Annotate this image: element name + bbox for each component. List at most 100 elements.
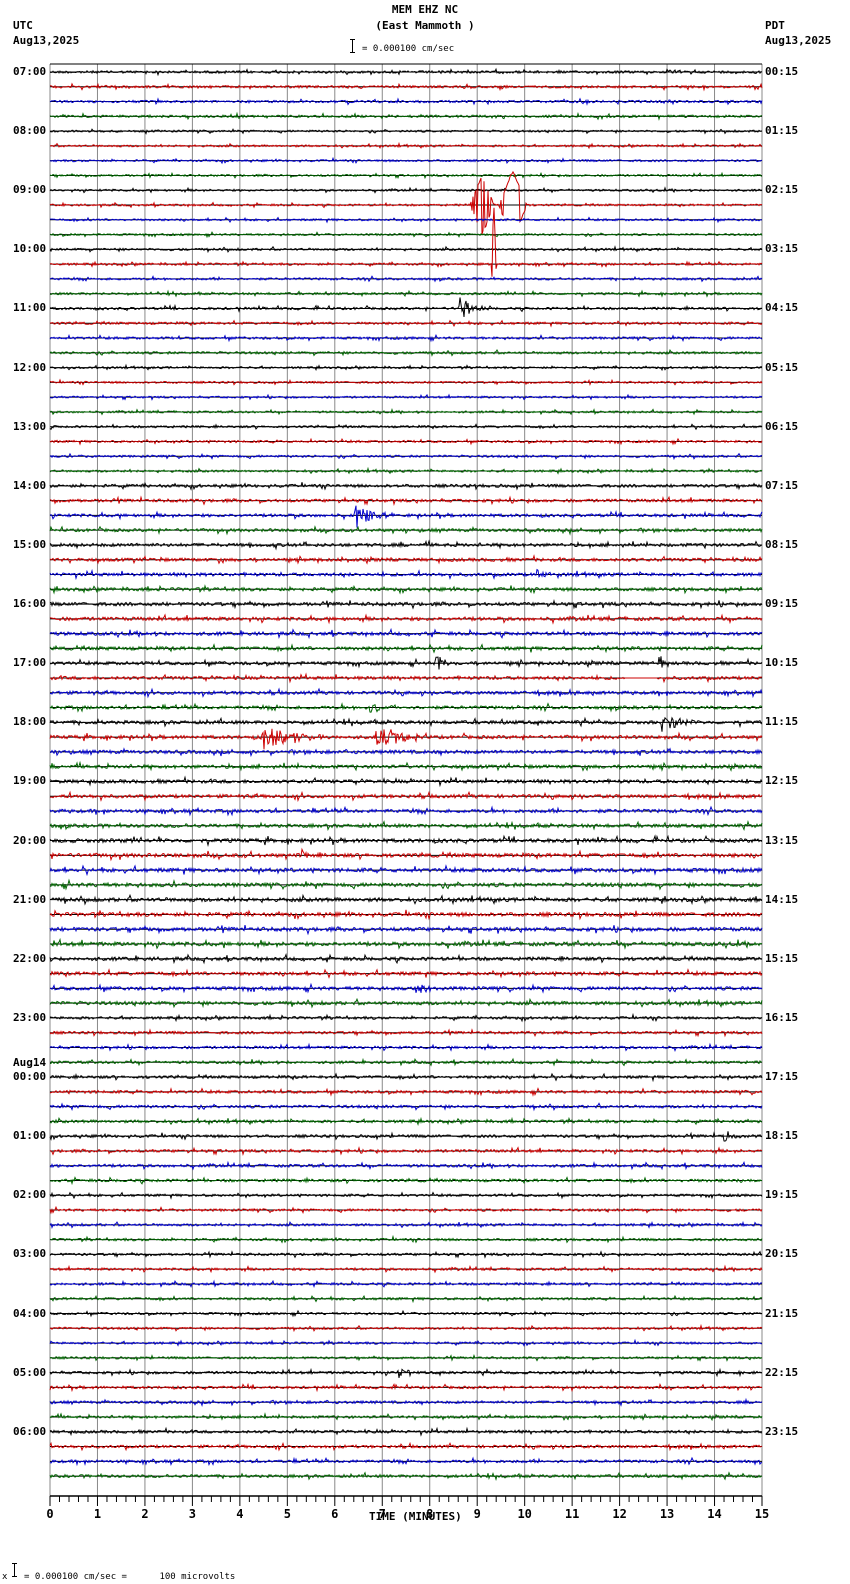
trace-row — [49, 216, 763, 224]
trace-row — [49, 207, 763, 277]
trace-row — [49, 1426, 763, 1437]
trace-row — [49, 245, 763, 254]
utc-hour-label: 06:00 — [13, 1424, 47, 1438]
trace-row — [49, 1441, 763, 1452]
utc-hour-label: 00:00 — [13, 1070, 47, 1084]
trace-row — [49, 599, 763, 610]
utc-hour-label: 16:00 — [13, 597, 47, 611]
utc-hour-label: 18:00 — [13, 715, 47, 729]
trace-row — [49, 1012, 763, 1023]
footer-scale-bar-icon — [12, 1563, 20, 1577]
trace-row — [49, 627, 763, 640]
pdt-hour-label: 03:15 — [765, 242, 799, 256]
x-axis-title: TIME (MINUTES) — [369, 1510, 462, 1523]
x-tick-label: 10 — [517, 1507, 531, 1521]
x-tick-label: 0 — [46, 1507, 53, 1521]
x-tick-label: 14 — [707, 1507, 721, 1521]
pdt-hour-label: 19:15 — [765, 1188, 799, 1202]
trace-row — [49, 82, 763, 92]
trace-row — [49, 613, 763, 625]
trace-row — [49, 1087, 763, 1097]
x-tick-label: 2 — [141, 1507, 148, 1521]
utc-hour-label: 15:00 — [13, 537, 47, 551]
trace-row — [49, 1309, 763, 1318]
trace-row — [49, 1042, 763, 1052]
trace-row — [49, 1294, 763, 1304]
trace-row — [49, 67, 763, 77]
trace-row — [49, 1220, 763, 1229]
trace-row — [49, 348, 763, 357]
utc-hour-label: 11:00 — [13, 301, 47, 315]
pdt-hour-label: 01:15 — [765, 124, 799, 138]
utc-hour-label: 13:00 — [13, 419, 47, 433]
x-tick-label: 4 — [236, 1507, 243, 1521]
x-tick-label: 13 — [660, 1507, 674, 1521]
trace-row — [49, 378, 763, 386]
trace-row — [49, 702, 763, 713]
trace-row — [49, 893, 762, 906]
trace-row — [49, 790, 763, 803]
trace-row — [49, 584, 763, 595]
trace-row — [49, 333, 763, 343]
trace-row — [49, 728, 763, 750]
pdt-hour-label: 15:15 — [765, 951, 799, 965]
trace-row — [49, 275, 763, 283]
x-tick-label: 8 — [426, 1507, 433, 1521]
trace-row — [50, 656, 763, 670]
pdt-hour-label: 17:15 — [765, 1070, 799, 1084]
x-tick-label: 12 — [612, 1507, 626, 1521]
trace-row — [49, 1264, 763, 1274]
pdt-hour-label: 05:15 — [765, 360, 799, 374]
trace-row — [49, 1146, 763, 1157]
x-tick-label: 1 — [94, 1507, 101, 1521]
trace-row — [49, 1250, 763, 1259]
date-change-label: Aug14 — [13, 1056, 47, 1070]
trace-row — [49, 805, 763, 817]
utc-hour-label: 17:00 — [13, 656, 47, 670]
trace-row — [49, 1160, 763, 1171]
x-tick-label: 15 — [755, 1507, 769, 1521]
trace-row — [49, 1354, 763, 1362]
trace-row — [49, 1176, 763, 1186]
scale-bar-icon — [350, 39, 358, 53]
utc-hour-label: 10:00 — [13, 242, 47, 256]
trace-row — [50, 878, 763, 891]
pdt-hour-label: 02:15 — [765, 183, 799, 197]
utc-hour-label: 22:00 — [13, 951, 47, 965]
trace-row — [49, 968, 763, 979]
trace-row — [49, 128, 763, 135]
pdt-hour-label: 08:15 — [765, 537, 799, 551]
pdt-hour-label: 22:15 — [765, 1365, 799, 1379]
trace-row — [49, 423, 763, 431]
pdt-hour-label: 10:15 — [765, 656, 799, 670]
trace-row — [49, 909, 763, 921]
trace-row — [49, 186, 763, 194]
pdt-hour-label: 12:15 — [765, 774, 799, 788]
trace-row — [49, 452, 763, 461]
trace-row — [49, 1234, 763, 1244]
x-tick-label: 5 — [284, 1507, 291, 1521]
trace-row — [49, 672, 763, 684]
utc-hour-label: 05:00 — [13, 1365, 47, 1379]
x-tick-label: 11 — [565, 1507, 579, 1521]
x-tick-label: 3 — [189, 1507, 196, 1521]
left-date: Aug13,2025 — [13, 34, 80, 47]
trace-row — [49, 834, 763, 847]
seismic-traces — [49, 67, 763, 1481]
trace-row — [49, 554, 763, 565]
trace-row — [49, 1205, 763, 1215]
trace-row — [49, 231, 763, 239]
trace-row — [49, 643, 763, 654]
utc-hour-label: 03:00 — [13, 1247, 47, 1261]
pdt-hour-label: 06:15 — [765, 419, 799, 433]
trace-row — [49, 1323, 763, 1333]
trace-row — [49, 156, 763, 165]
pdt-hour-label: 20:15 — [765, 1247, 799, 1261]
trace-row — [49, 1382, 763, 1393]
trace-row — [49, 819, 763, 831]
trace-row — [49, 319, 763, 328]
pdt-hour-label: 07:15 — [765, 478, 799, 492]
left-timezone: UTC — [13, 19, 33, 32]
trace-row — [49, 1102, 763, 1112]
